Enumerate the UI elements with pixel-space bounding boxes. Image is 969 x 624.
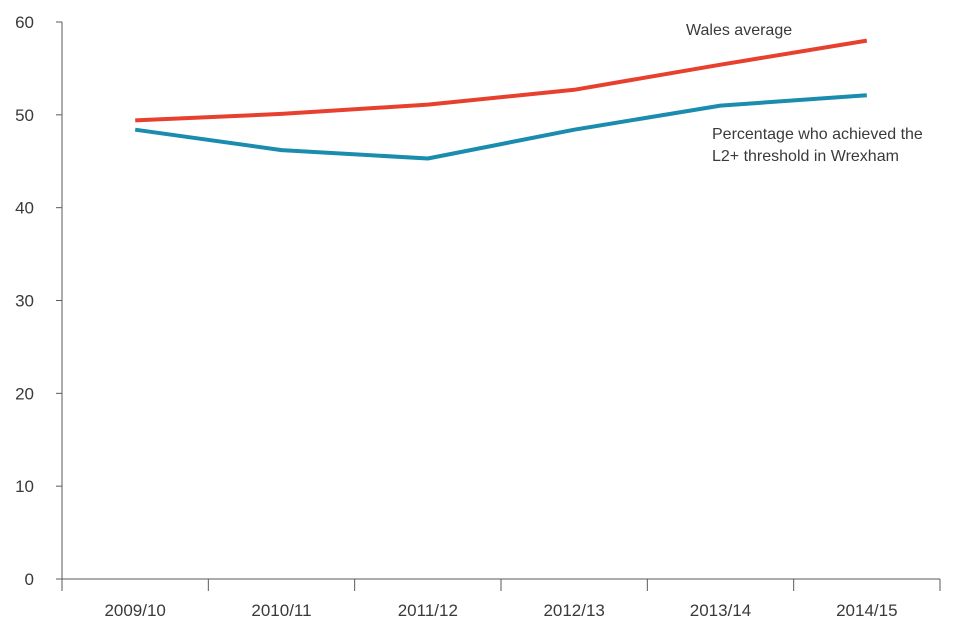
y-tick-label: 10 (15, 477, 34, 496)
y-tick-label: 20 (15, 384, 34, 403)
series-label-wrexham: Percentage who achieved the L2+ threshold… (712, 126, 923, 165)
series-label-line: L2+ threshold in Wrexham (712, 148, 899, 165)
x-axis: 2009/10 2010/11 2011/12 2012/13 2013/14 2014/… (61, 578, 941, 620)
y-axis: 0 10 20 30 40 50 60 (15, 13, 63, 589)
series-labels: Wales average Percentage who achieved the… (686, 22, 923, 165)
series-lines (134, 38, 868, 161)
x-tick-label: 2013/14 (690, 601, 751, 620)
y-tick-label: 60 (15, 13, 34, 32)
y-tick-label: 50 (15, 106, 34, 125)
x-tick-label: 2014/15 (836, 601, 897, 620)
y-tick-label: 40 (15, 199, 34, 218)
y-tick-label: 30 (15, 292, 34, 311)
x-tick-label: 2009/10 (104, 601, 165, 620)
series-label-wales-average: Wales average (686, 22, 792, 39)
y-tick-label: 0 (25, 570, 34, 589)
x-tick-label: 2012/13 (543, 601, 604, 620)
series-line-wrexham (134, 93, 867, 161)
series-line-wales-average (135, 38, 868, 123)
x-tick-label: 2011/12 (398, 601, 458, 620)
x-tick-label: 2010/11 (251, 601, 311, 620)
series-label-line: Percentage who achieved the (712, 126, 923, 143)
